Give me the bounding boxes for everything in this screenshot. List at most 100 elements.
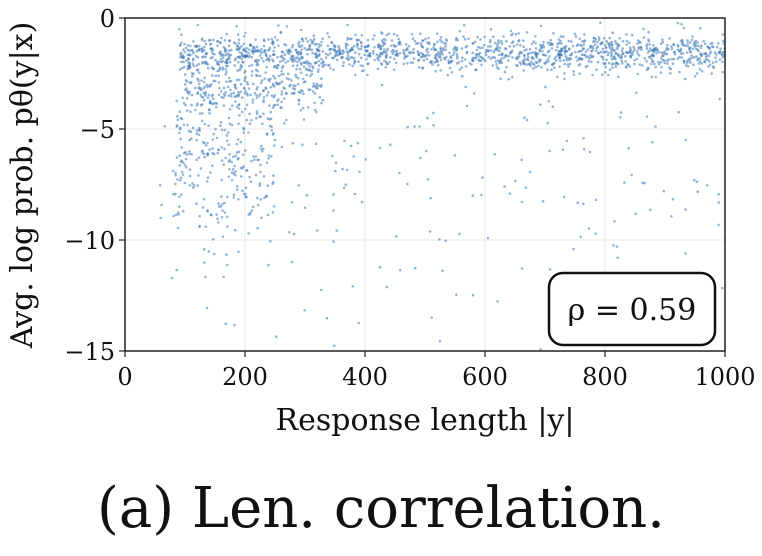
data-point [188, 138, 191, 142]
data-point [206, 152, 209, 156]
data-point [511, 75, 514, 79]
data-point [448, 51, 451, 55]
data-point [178, 154, 182, 157]
data-point [559, 39, 562, 43]
data-point [199, 167, 203, 170]
data-point [352, 45, 356, 48]
data-point [195, 158, 198, 162]
data-point [672, 57, 676, 61]
data-point [201, 206, 205, 209]
data-point [574, 55, 578, 59]
data-point [203, 122, 207, 126]
data-point [570, 52, 574, 55]
data-point [294, 59, 297, 63]
data-point [539, 24, 543, 28]
data-point [692, 56, 696, 59]
data-point [509, 29, 513, 33]
data-point [426, 116, 429, 120]
x-tick-label: 800 [582, 363, 628, 391]
data-point [242, 42, 246, 46]
data-point [180, 41, 183, 44]
data-point [636, 49, 639, 53]
data-point [529, 64, 532, 67]
data-point [292, 84, 295, 87]
data-point [196, 92, 199, 95]
data-point [220, 216, 224, 219]
data-point [242, 86, 246, 90]
data-point [249, 211, 252, 214]
data-point [480, 63, 483, 66]
data-point [219, 124, 222, 127]
data-point [312, 34, 316, 37]
data-point [565, 139, 569, 143]
data-point [223, 39, 227, 42]
data-point [426, 50, 430, 54]
data-point [377, 43, 381, 46]
data-point [303, 309, 306, 312]
data-point [269, 117, 273, 120]
data-point [239, 82, 243, 86]
data-point [188, 90, 191, 94]
data-point [227, 44, 231, 48]
data-point [528, 170, 532, 174]
data-point [236, 33, 240, 36]
data-point [351, 64, 354, 68]
data-point [591, 45, 595, 48]
data-point [261, 150, 264, 153]
data-point [187, 92, 191, 96]
data-point [195, 104, 199, 107]
data-point [260, 216, 263, 220]
data-point [619, 111, 623, 114]
data-point [646, 51, 650, 54]
data-point [653, 62, 656, 66]
data-point [290, 201, 294, 204]
data-point [360, 45, 364, 48]
data-point [697, 44, 700, 48]
data-point [315, 110, 318, 114]
data-point [672, 43, 675, 46]
data-point [219, 90, 223, 93]
data-point [502, 56, 506, 60]
data-point [539, 348, 542, 351]
data-point [235, 78, 239, 82]
data-point [572, 73, 576, 76]
data-point [250, 119, 253, 122]
data-point [217, 74, 220, 77]
data-point [395, 49, 399, 53]
data-point [191, 57, 195, 60]
data-point [721, 33, 725, 36]
data-point [247, 232, 250, 235]
data-point [698, 26, 702, 30]
data-point [255, 93, 258, 97]
data-point [341, 167, 344, 171]
data-point [541, 199, 545, 203]
data-point [582, 202, 585, 206]
data-point [484, 51, 488, 54]
data-point [663, 50, 666, 53]
data-point [700, 62, 703, 65]
data-point [278, 60, 282, 63]
data-point [686, 39, 689, 42]
data-point [290, 79, 293, 82]
data-point [599, 21, 602, 25]
data-point [596, 40, 599, 44]
data-point [711, 41, 714, 45]
data-point [690, 38, 694, 42]
data-point [714, 60, 718, 63]
data-point [620, 49, 624, 53]
data-point [517, 55, 521, 58]
data-point [357, 47, 361, 51]
data-point [280, 93, 284, 96]
data-point [183, 50, 186, 54]
data-point [664, 52, 667, 56]
data-point [707, 54, 711, 57]
data-point [284, 91, 288, 95]
data-point [500, 57, 503, 60]
data-point [224, 156, 227, 160]
data-point [171, 169, 175, 173]
data-point [219, 57, 223, 61]
data-point [258, 182, 262, 185]
data-point [349, 49, 352, 53]
data-point [642, 36, 646, 39]
data-point [589, 55, 593, 59]
